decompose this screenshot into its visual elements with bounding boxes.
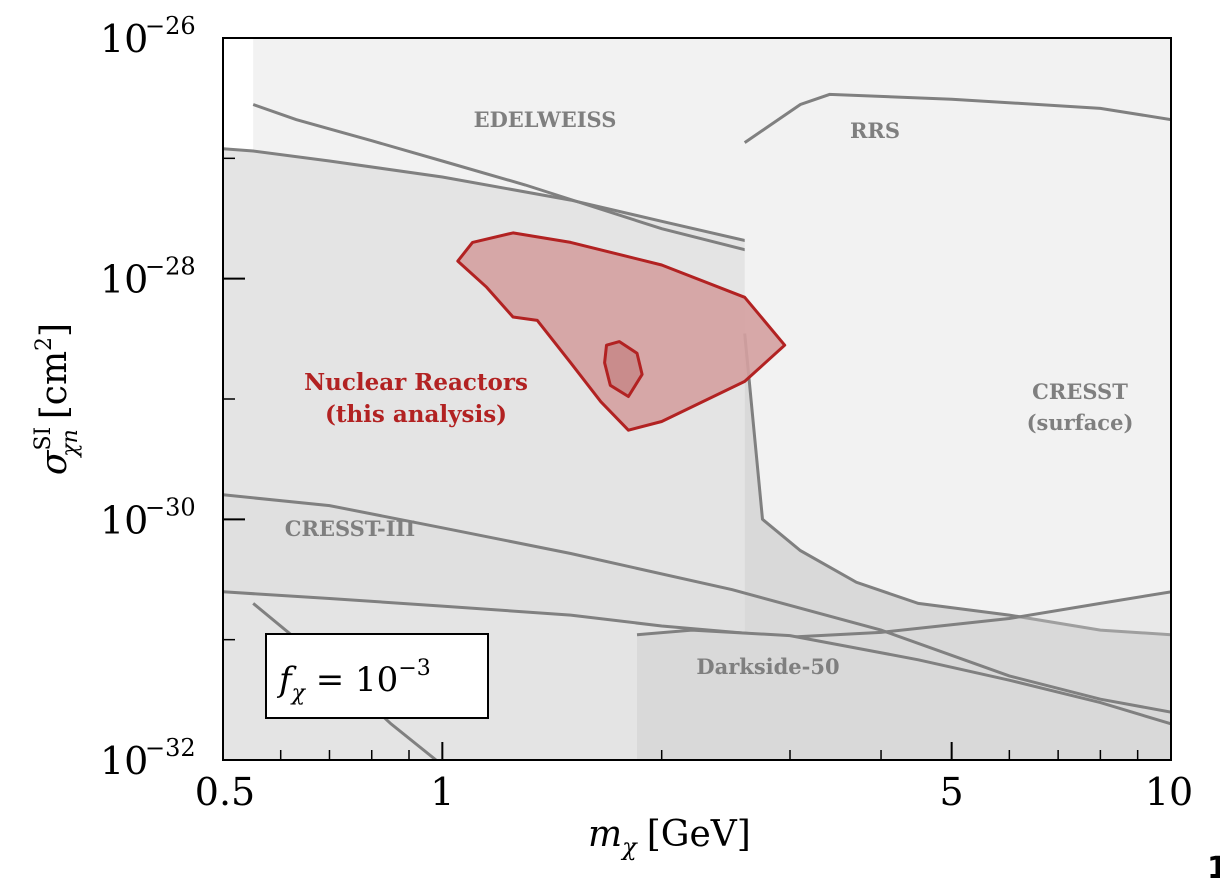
region-label-edelweiss-0: EDELWEISS xyxy=(474,107,617,132)
region-label-cresst-iii-0: CRESST-III xyxy=(285,516,415,541)
y-tick-exponent: −30 xyxy=(145,493,196,521)
reactor-inner-contour xyxy=(603,340,644,398)
boundary-darkside-50-upper xyxy=(636,628,1171,726)
regions-layer xyxy=(223,38,1171,760)
x-tick-label: 0.5 xyxy=(195,770,255,814)
region-label-darkside-50-0: Darkside-50 xyxy=(696,654,839,679)
svg-text:σSIχn[cm2]: σSIχn [cm2] xyxy=(31,323,83,475)
reactor-outer-contour xyxy=(456,231,787,432)
svg-text:fχ = 10−3: fχ = 10−3 xyxy=(276,656,431,706)
y-tick-label: 10−28 xyxy=(100,253,196,302)
labels-layer: EDELWEISS RRS CRESST (surface) CRESST-III Dar… xyxy=(285,107,1134,679)
boundary-rrs-upper xyxy=(743,92,1171,144)
y-tick-base: 10 xyxy=(100,739,148,783)
fchi-subscript: χ xyxy=(290,681,307,706)
boundary-cresst-surface-upper xyxy=(743,333,1171,637)
fchi-exponent: −3 xyxy=(398,656,430,681)
y-axis-var: σ xyxy=(34,449,75,475)
y-tick-exponent: −28 xyxy=(145,253,196,281)
y-tick-base: 10 xyxy=(100,17,148,61)
region-label-cresst-surface-1: (surface) xyxy=(1027,410,1134,435)
reactor-layer xyxy=(456,231,787,432)
y-axis-var-sup: SI xyxy=(31,427,56,451)
y-axis-unit-close: ] xyxy=(34,323,75,337)
region-darkside-50-fill xyxy=(637,630,1171,760)
svg-text:mχ[GeV]: mχ [GeV] xyxy=(588,814,751,861)
region-darkside-50 xyxy=(636,628,1171,760)
y-axis-unit-sup: 2 xyxy=(32,337,57,351)
reactor-label-0: Nuclear Reactors xyxy=(304,369,528,396)
boundary-cresst-iii-upper xyxy=(223,493,1171,714)
y-axis-unit: [cm xyxy=(34,351,75,419)
x-axis-var: m xyxy=(588,814,622,855)
y-axis-title: σSIχn [cm2] xyxy=(31,323,83,475)
corner-mark: 1 xyxy=(1207,851,1220,883)
y-tick-base: 10 xyxy=(100,498,148,542)
y-tick-base: 10 xyxy=(100,258,148,302)
x-tick-label: 1 xyxy=(430,770,454,814)
x-axis-var-sub: χ xyxy=(620,833,638,861)
x-axis-title: mχ [GeV] xyxy=(588,814,751,861)
x-axis-unit: [GeV] xyxy=(647,814,751,855)
x-tick-label: 5 xyxy=(940,770,964,814)
region-label-cresst-surface-0: CRESST xyxy=(1032,379,1128,404)
fchi-annotation-box: fχ = 10−3 xyxy=(265,633,489,719)
y-tick-label: 10−26 xyxy=(100,12,196,61)
y-tick-exponent: −26 xyxy=(145,12,196,40)
y-tick-label: 10−32 xyxy=(100,734,196,783)
region-cresst-iii-fill xyxy=(223,494,1171,713)
x-tick-label: 10 xyxy=(1145,770,1193,814)
y-axis-var-sub: χn xyxy=(58,429,83,459)
reactor-label-1: (this analysis) xyxy=(325,401,507,428)
region-label-rrs-0: RRS xyxy=(850,118,900,143)
y-tick-exponent: −32 xyxy=(145,734,196,762)
fchi-equals: = 10 xyxy=(305,660,398,700)
y-tick-label: 10−30 xyxy=(100,493,196,542)
